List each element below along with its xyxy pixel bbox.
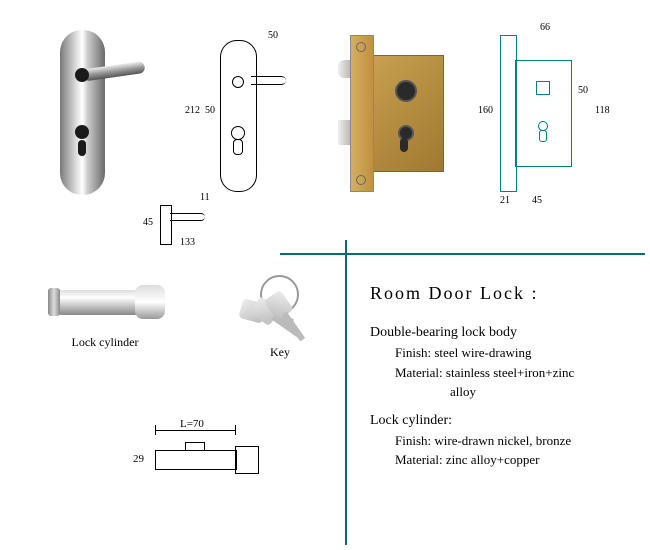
dim-body-h: 118 <box>595 105 610 116</box>
handle-render <box>30 30 150 200</box>
info-title: Room Door Lock : <box>370 280 630 307</box>
dim-cyl-height: 29 <box>133 453 144 465</box>
dim-pitch: 50 <box>578 85 588 96</box>
divider-vertical <box>345 240 347 545</box>
cylinder-render: Lock cylinder <box>30 260 180 360</box>
dim-plate-height: 212 <box>185 105 200 116</box>
mortise-dimensions: 21 45 66 160 50 118 <box>490 30 620 200</box>
body-title: Double-bearing lock body <box>370 322 630 343</box>
dim-lever-length: 133 <box>180 237 195 248</box>
dim-body-w: 45 <box>532 195 542 206</box>
keys-render: Key <box>210 260 350 360</box>
dim-plate-width: 50 <box>268 30 278 41</box>
key-label: Key <box>210 345 350 360</box>
cylinder-dimensions: L=70 29 <box>130 420 300 500</box>
cyl-title: Lock cylinder: <box>370 410 630 431</box>
mortise-render <box>350 30 480 200</box>
dim-overall-w: 66 <box>540 22 550 33</box>
info-panel: Room Door Lock : Double-bearing lock bod… <box>370 280 630 470</box>
body-material-2: alloy <box>370 382 630 402</box>
cyl-finish: Finish: wire-drawn nickel, bronze <box>370 431 630 451</box>
dim-cyl-length: L=70 <box>180 418 204 430</box>
dim-bottom-gap: 11 <box>200 192 210 203</box>
cylinder-label: Lock cylinder <box>30 335 180 350</box>
dim-face-h: 160 <box>478 105 493 116</box>
dim-lever-drop: 45 <box>143 217 153 228</box>
body-material: Material: stainless steel+iron+zinc <box>370 363 630 383</box>
top-row: 212 50 50 11 45 133 21 45 66 160 50 <box>0 0 650 250</box>
body-finish: Finish: steel wire-drawing <box>370 343 630 363</box>
dim-hole-offset: 50 <box>205 105 215 116</box>
cyl-material: Material: zinc alloy+copper <box>370 450 630 470</box>
handle-dimensions: 212 50 50 11 45 133 <box>170 30 330 210</box>
divider-horizontal <box>280 253 645 255</box>
dim-face-w: 21 <box>500 195 510 206</box>
